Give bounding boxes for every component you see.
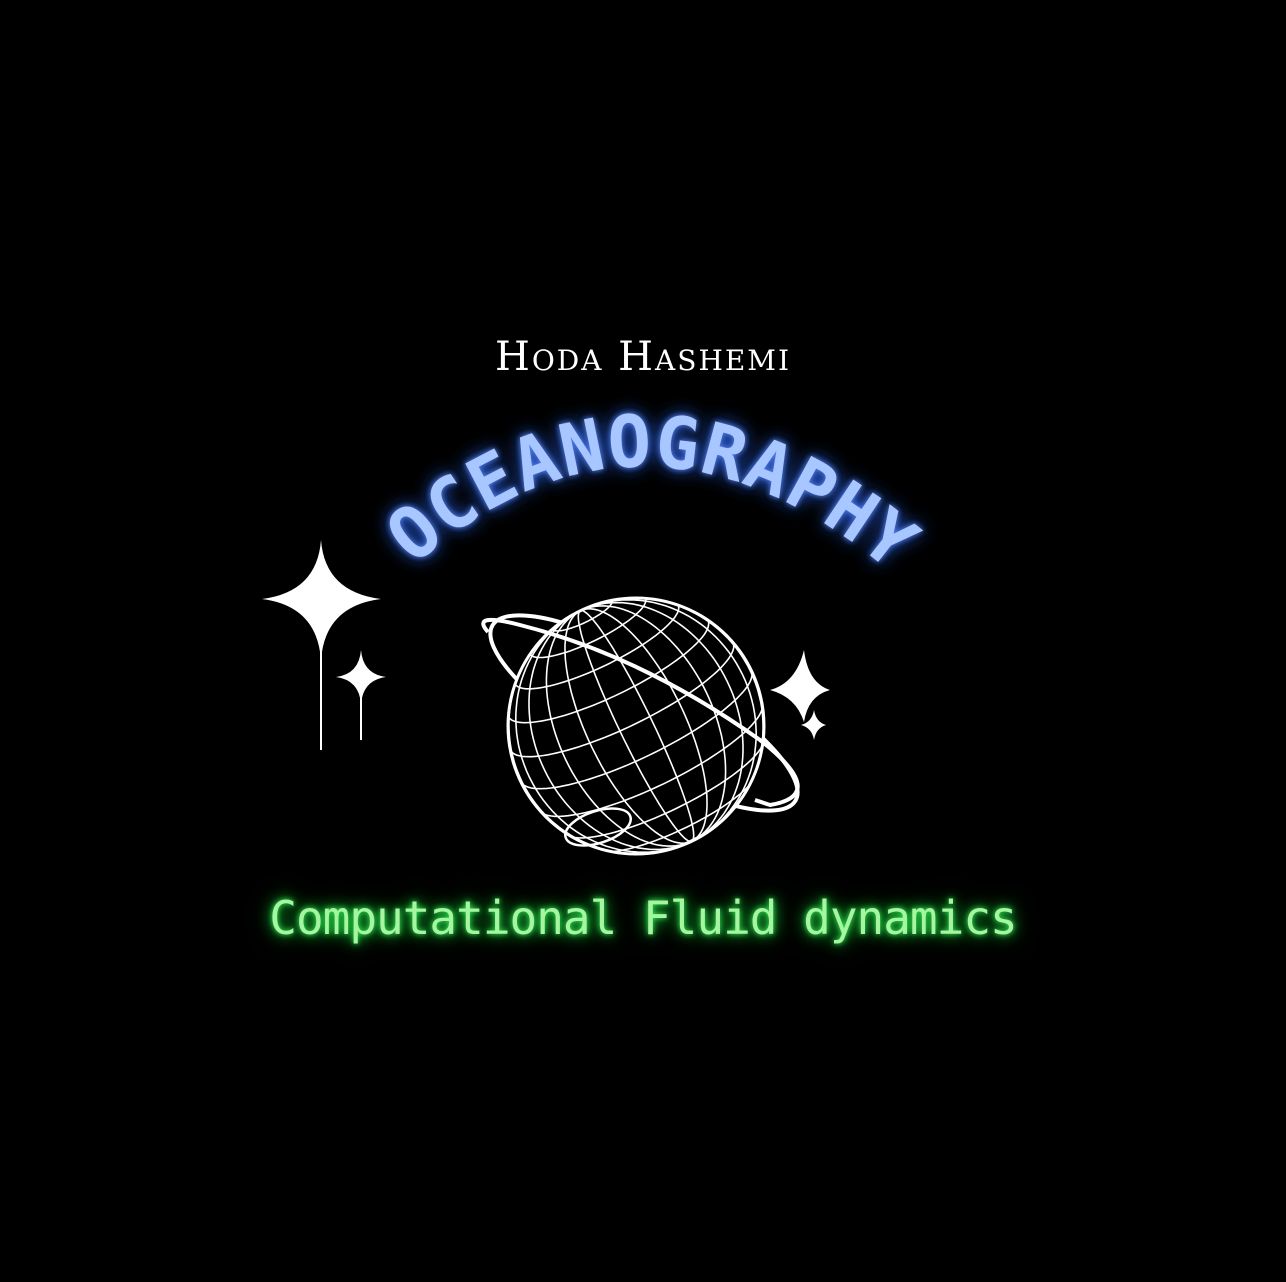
globe-latitude-line [520, 670, 753, 790]
sparkle-icon [336, 650, 386, 740]
subtitle-text: Computational Fluid dynamics [269, 891, 1017, 945]
globe-latitude-line [538, 701, 764, 818]
globe-longitude-line [579, 605, 727, 842]
globe-latitude-line [514, 604, 680, 690]
globe-longitude-line [528, 609, 693, 851]
sparkle-icon [262, 540, 381, 750]
planet-ring-front [481, 617, 800, 808]
globe-latitude-line [563, 735, 764, 839]
globe-longitude-line [579, 601, 744, 843]
title-arc-text: OCEANOGRAPHY [371, 399, 933, 586]
globe-latitude-line [509, 642, 735, 758]
globe-longitude-line [580, 609, 695, 842]
sparkle-icon [801, 710, 826, 740]
globe-longitude-line [579, 598, 758, 843]
globe-longitude-line [580, 608, 708, 842]
sparkle-icon [770, 650, 830, 722]
title-text: OCEANOGRAPHY [371, 399, 932, 586]
globe-wireframe-icon [506, 596, 766, 856]
author-name: Hoda Hashemi [494, 334, 792, 380]
globe-longitude-line [545, 610, 693, 847]
globe-latitude-line [529, 598, 647, 659]
globe-longitude-line [514, 609, 693, 854]
globe-latitude-line [508, 619, 710, 724]
globe-longitude-line [577, 610, 692, 843]
